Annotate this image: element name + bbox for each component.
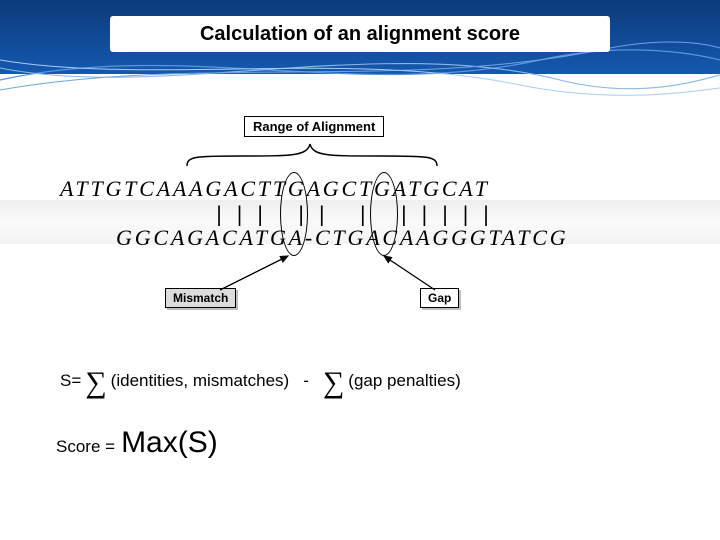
score-equals: Score = — [56, 437, 115, 457]
max-s-expression: Max(S) — [121, 426, 218, 460]
slide-title: Calculation of an alignment score — [200, 23, 520, 46]
title-container: Calculation of an alignment score — [110, 16, 610, 52]
score-formula-max: Score = Max(S) — [56, 426, 218, 460]
slide-header: Calculation of an alignment score — [0, 0, 720, 74]
score-formula-s: S= ∑ (identities, mismatches) - ∑ (gap p… — [60, 366, 461, 396]
s-equals: S= — [60, 371, 81, 391]
sigma-icon: ∑ — [85, 368, 106, 398]
sequence-1: ATTGTCAAAGACTTGAGCTGATGCAT — [60, 176, 490, 202]
alignment-diagram: Range of Alignment ATTGTCAAAGACTTGAGCTGA… — [0, 110, 720, 530]
mismatch-label-box: Mismatch — [165, 288, 236, 308]
range-of-alignment-label: Range of Alignment — [244, 116, 384, 137]
minus-sign: - — [303, 371, 309, 391]
sequence-2: GGCAGACATGA-CTGACAAGGGTATCG — [116, 225, 568, 251]
gap-label-box: Gap — [420, 288, 459, 308]
identities-mismatches-term: (identities, mismatches) — [111, 371, 290, 391]
curly-bracket — [182, 138, 442, 168]
gap-penalties-term: (gap penalties) — [348, 371, 460, 391]
gap-oval — [370, 172, 398, 256]
sigma-icon-2: ∑ — [323, 368, 344, 398]
alignment-match-bars: ||| || | ||||| — [213, 202, 501, 226]
mismatch-oval — [280, 172, 308, 256]
